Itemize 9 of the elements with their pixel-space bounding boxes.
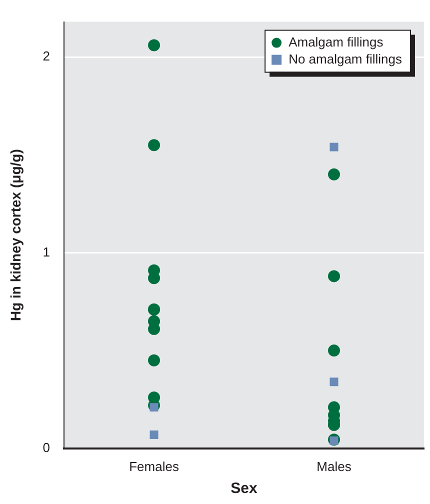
x-axis-title: Sex bbox=[230, 480, 258, 498]
y-tick-label: 0 bbox=[42, 440, 50, 455]
y-axis-title: Hg in kidney cortex (μg/g) bbox=[7, 149, 24, 322]
legend-label: No amalgam fillings bbox=[288, 51, 402, 66]
y-tick-label: 2 bbox=[42, 48, 50, 64]
x-tick-label: Males bbox=[316, 458, 352, 474]
x-tick-label: Females bbox=[129, 458, 180, 474]
legend-label: Amalgam fillings bbox=[288, 34, 384, 50]
y-tick-label: 1 bbox=[42, 244, 50, 260]
